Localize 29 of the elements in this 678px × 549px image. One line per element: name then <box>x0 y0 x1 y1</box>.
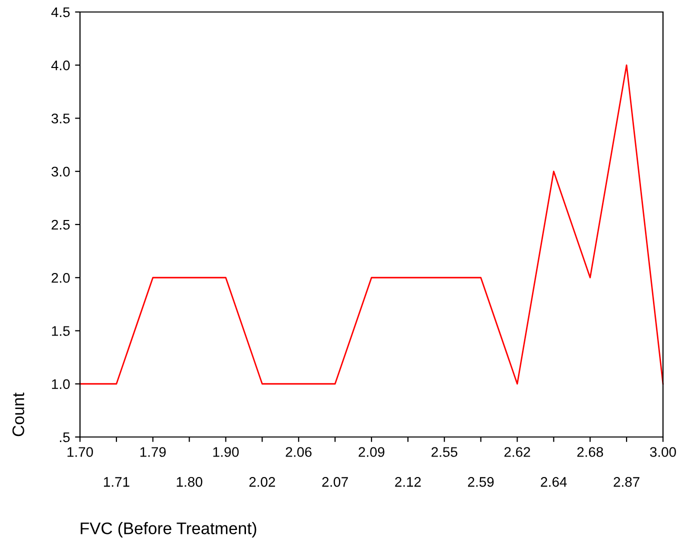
x-tick-label: 1.90 <box>213 447 239 457</box>
y-axis-title: Count <box>12 392 24 436</box>
x-tick-label: 2.06 <box>286 447 312 457</box>
x-tick-label: 2.55 <box>432 447 458 457</box>
x-tick-label: 2.64 <box>540 477 567 487</box>
x-tick-label: 3.00 <box>650 447 676 457</box>
x-tick-label: 2.07 <box>322 477 348 487</box>
x-tick-label: 1.80 <box>176 477 202 487</box>
x-tick-label: 2.87 <box>614 477 640 487</box>
y-tick-label: .5 <box>60 432 70 442</box>
x-tick-label: 2.59 <box>468 477 494 487</box>
y-tick-label: 2.5 <box>52 220 70 230</box>
y-tick-label: 1.5 <box>52 326 70 336</box>
y-tick-label: 3.0 <box>52 166 70 177</box>
y-tick-label: 3.5 <box>52 114 70 124</box>
x-tick-label: 1.71 <box>104 477 130 487</box>
x-tick-label: 2.68 <box>577 447 604 457</box>
y-tick-label: 4.0 <box>51 60 70 70</box>
line-series <box>79 64 664 385</box>
x-tick-label: 2.02 <box>249 477 276 487</box>
x-tick-label: 2.12 <box>395 477 421 487</box>
x-axis-title: FVC (Before Treatment) <box>80 522 256 538</box>
x-tick-label: 1.70 <box>68 447 93 457</box>
y-tick-label: 1.0 <box>52 379 70 390</box>
x-tick-label: 2.62 <box>504 447 530 457</box>
x-tick-label: 1.79 <box>140 447 166 457</box>
x-tick-label: 2.09 <box>358 447 384 457</box>
y-tick-label: 2.0 <box>52 272 70 283</box>
y-tick-label: 4.5 <box>51 7 70 18</box>
